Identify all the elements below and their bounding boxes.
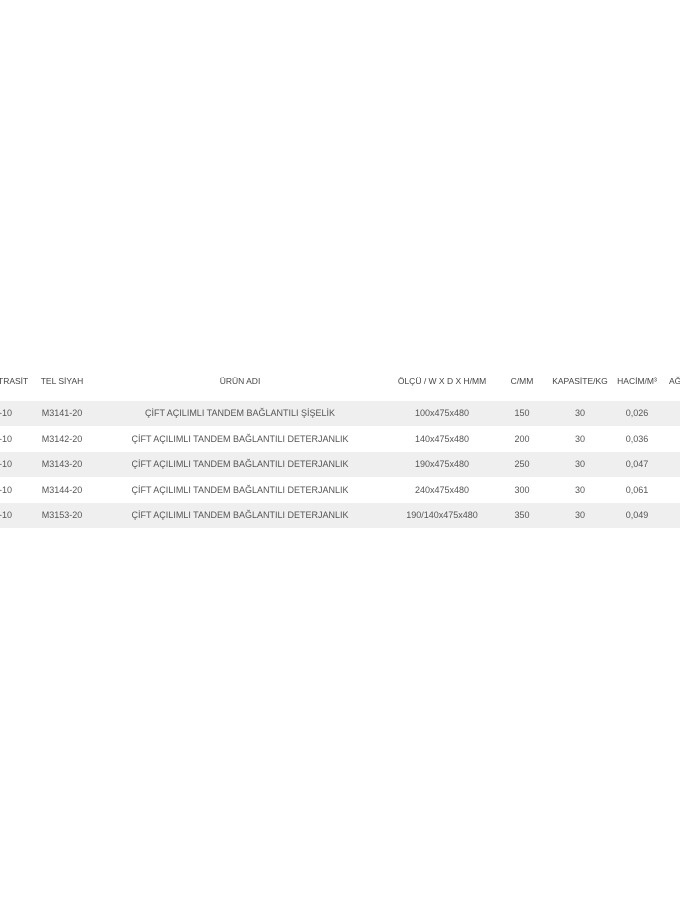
code-antrasit: 3-10 bbox=[0, 510, 13, 520]
header-agirlik: AĞ bbox=[669, 376, 680, 386]
table-header: TRASİT TEL SİYAH ÜRÜN ADI ÖLÇÜ / W X D X… bbox=[0, 369, 680, 394]
product-name: ÇİFT AÇILIMLI TANDEM BAĞLANTILI DETERJAN… bbox=[131, 510, 349, 520]
code-tel-siyah: M3143-20 bbox=[41, 459, 83, 469]
c-mm: 300 bbox=[514, 484, 530, 495]
capacity: 30 bbox=[574, 484, 586, 495]
dimensions: 240x475x480 bbox=[414, 484, 470, 495]
c-mm: 250 bbox=[514, 459, 530, 469]
c-mm: 200 bbox=[514, 433, 530, 444]
code-antrasit: 1-10 bbox=[0, 408, 13, 418]
code-antrasit: 2-10 bbox=[0, 433, 13, 444]
header-c-mm: C/MM bbox=[510, 376, 534, 386]
code-tel-siyah: M3144-20 bbox=[41, 484, 83, 495]
c-mm: 350 bbox=[514, 510, 530, 520]
code-tel-siyah: M3142-20 bbox=[41, 433, 83, 444]
volume: 0,026 bbox=[625, 408, 649, 418]
product-name: ÇİFT AÇILIMLI TANDEM BAĞLANTILI DETERJAN… bbox=[131, 433, 349, 444]
product-name: ÇİFT AÇILIMLI TANDEM BAĞLANTILI DETERJAN… bbox=[131, 459, 349, 469]
header-antrasit: TRASİT bbox=[0, 376, 29, 386]
capacity: 30 bbox=[574, 459, 586, 469]
table-row: 3-10 M3153-20 ÇİFT AÇILIMLI TANDEM BAĞLANT… bbox=[0, 503, 680, 528]
capacity: 30 bbox=[574, 510, 586, 520]
header-tel-siyah: TEL SİYAH bbox=[40, 376, 84, 386]
table-row: 1-10 M3141-20 ÇİFT AÇILIMLI TANDEM BAĞLANT… bbox=[0, 401, 680, 426]
volume: 0,047 bbox=[625, 459, 649, 469]
code-antrasit: 4-10 bbox=[0, 484, 13, 495]
product-name: ÇİFT AÇILIMLI TANDEM BAĞLANTILI DETERJAN… bbox=[131, 484, 349, 495]
volume: 0,049 bbox=[625, 510, 649, 520]
dimensions: 190/140x475x480 bbox=[406, 510, 478, 520]
header-olcu: ÖLÇÜ / W X D X H/MM bbox=[397, 376, 487, 386]
product-name: ÇİFT AÇILIMLI TANDEM BAĞLANTILI ŞİŞELİK bbox=[144, 408, 336, 418]
dimensions: 140x475x480 bbox=[414, 433, 470, 444]
dimensions: 190x475x480 bbox=[414, 459, 470, 469]
table-row: 2-10 M3142-20 ÇİFT AÇILIMLI TANDEM BAĞLANT… bbox=[0, 427, 680, 452]
header-kapasite: KAPASİTE/KG bbox=[552, 376, 608, 386]
header-urun-adi: ÜRÜN ADI bbox=[219, 376, 261, 386]
code-antrasit: 3-10 bbox=[0, 459, 13, 469]
header-hacim: HACİM/M³ bbox=[617, 376, 657, 386]
code-tel-siyah: M3153-20 bbox=[41, 510, 83, 520]
volume: 0,036 bbox=[625, 433, 649, 444]
capacity: 30 bbox=[574, 408, 586, 418]
capacity: 30 bbox=[574, 433, 586, 444]
volume: 0,061 bbox=[625, 484, 649, 495]
dimensions: 100x475x480 bbox=[414, 408, 470, 418]
table-row: 4-10 M3144-20 ÇİFT AÇILIMLI TANDEM BAĞLANT… bbox=[0, 478, 680, 503]
code-tel-siyah: M3141-20 bbox=[41, 408, 83, 418]
c-mm: 150 bbox=[514, 408, 530, 418]
table-row: 3-10 M3143-20 ÇİFT AÇILIMLI TANDEM BAĞLANT… bbox=[0, 452, 680, 477]
